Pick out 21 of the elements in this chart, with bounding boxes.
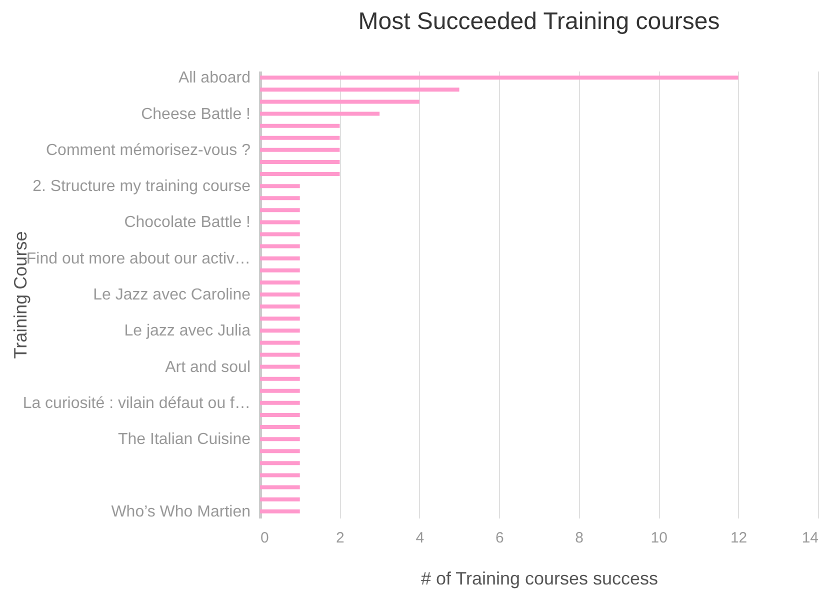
y-tick-label: Le jazz avec Julia (124, 322, 251, 340)
x-tick-label: 4 (416, 530, 424, 546)
x-tick-label: 8 (575, 530, 584, 546)
y-tick-label: The Italian Cuisine (118, 431, 251, 448)
x-tick-label: 0 (260, 530, 269, 546)
x-tick-label: 12 (730, 530, 748, 546)
x-tick-label: 2 (336, 530, 344, 546)
y-tick-label: Comment mémorisez-vous ? (46, 142, 251, 159)
chart-title: Most Succeeded Training courses (358, 8, 720, 36)
y-tick-label: La curiosité : vilain défaut ou f… (22, 394, 250, 412)
x-tick-label: 14 (802, 530, 818, 546)
y-tick-label: Who’s Who Martien (111, 503, 250, 520)
y-tick-label: Chocolate Battle ! (124, 214, 250, 232)
y-tick-label: All aboard (178, 70, 250, 87)
x-tick-label: 6 (495, 530, 504, 546)
y-tick-label: 2. Structure my training course (32, 178, 251, 196)
y-tick-label: Art and soul (165, 358, 250, 376)
x-tick-label: 10 (650, 530, 668, 546)
y-tick-label: Cheese Battle ! (141, 106, 250, 123)
x-axis-title: # of Training courses success (420, 568, 658, 588)
y-tick-label: Le Jazz avec Caroline (93, 286, 251, 304)
